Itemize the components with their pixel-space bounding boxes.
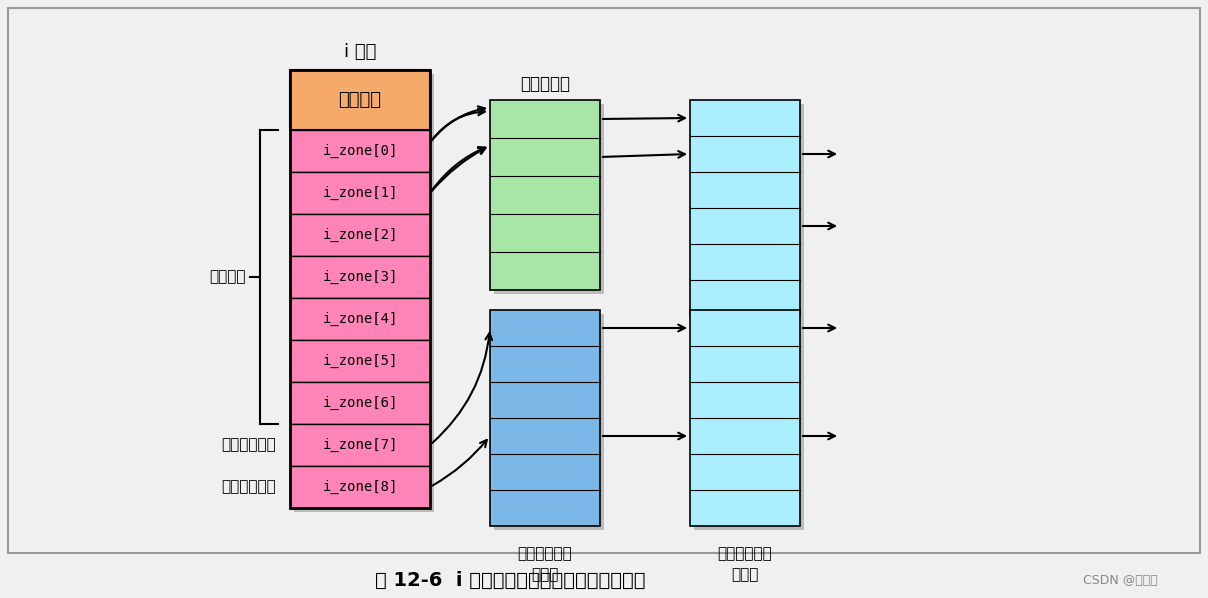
Text: i 节点: i 节点 — [344, 43, 376, 61]
Bar — [290, 70, 430, 130]
Bar — [290, 130, 430, 172]
Bar — [490, 100, 600, 290]
Bar — [290, 298, 430, 340]
Bar — [690, 100, 800, 316]
Bar — [290, 424, 430, 466]
Text: i_zone[3]: i_zone[3] — [323, 270, 397, 284]
Bar — [690, 310, 800, 526]
Text: i_zone[4]: i_zone[4] — [323, 312, 397, 326]
Bar — [695, 314, 805, 530]
Bar — [494, 314, 604, 530]
Text: 直接块号: 直接块号 — [209, 270, 246, 285]
Text: i_zone[2]: i_zone[2] — [323, 228, 397, 242]
Text: i_zone[7]: i_zone[7] — [323, 438, 397, 452]
Bar — [290, 214, 430, 256]
Text: i_zone[6]: i_zone[6] — [323, 396, 397, 410]
Bar — [290, 172, 430, 214]
Bar — [294, 74, 434, 512]
Bar — [290, 340, 430, 382]
Bar — [490, 310, 600, 526]
Bar — [290, 382, 430, 424]
Text: i_zone[5]: i_zone[5] — [323, 354, 397, 368]
Bar — [290, 256, 430, 298]
Text: i_zone[0]: i_zone[0] — [323, 144, 397, 158]
Text: 二次间接块的
一级块: 二次间接块的 一级块 — [517, 546, 573, 582]
Text: 其他字段: 其他字段 — [338, 91, 382, 109]
Text: 二次间接块号: 二次间接块号 — [221, 480, 275, 495]
Bar — [290, 466, 430, 508]
Text: 一次间接块号: 一次间接块号 — [221, 438, 275, 453]
Text: CSDN @奇小葩: CSDN @奇小葩 — [1082, 573, 1157, 587]
Text: 二次间接块的
二级块: 二次间接块的 二级块 — [718, 546, 772, 582]
Text: i_zone[8]: i_zone[8] — [323, 480, 397, 494]
Bar — [494, 104, 604, 294]
Text: 图 12-6  i 节点的逻辑块（区块）数组的功能: 图 12-6 i 节点的逻辑块（区块）数组的功能 — [374, 570, 645, 590]
Bar — [695, 104, 805, 320]
Bar — [290, 70, 430, 508]
Text: 一次间接块: 一次间接块 — [519, 75, 570, 93]
Text: i_zone[1]: i_zone[1] — [323, 186, 397, 200]
